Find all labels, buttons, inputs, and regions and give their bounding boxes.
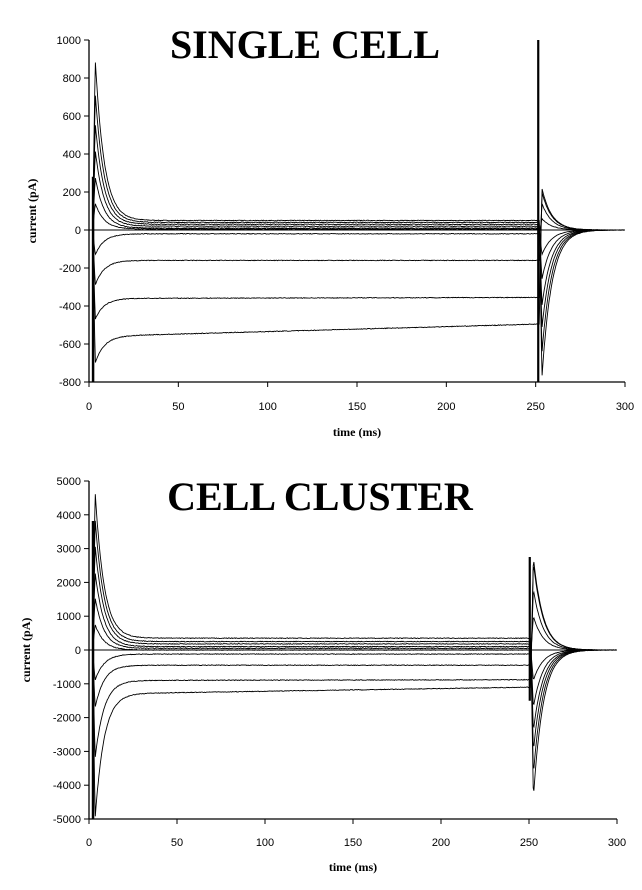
y-tick-label: -800: [59, 377, 81, 389]
x-tick-label: 0: [86, 401, 92, 413]
current-trace: [89, 192, 625, 320]
y-axis-label: current (pA): [25, 179, 39, 244]
x-tick-label: 150: [348, 401, 366, 413]
cell-cluster-chart: 500040003000200010000-1000-2000-3000-400…: [19, 474, 626, 874]
y-tick-label: 4000: [57, 510, 81, 522]
current-trace: [89, 203, 625, 257]
current-trace: [89, 573, 617, 729]
y-tick-label: 800: [63, 73, 81, 85]
chart-title: SINGLE CELL: [170, 22, 440, 67]
current-trace: [89, 203, 625, 285]
current-trace: [89, 178, 625, 279]
y-tick-label: 1000: [57, 611, 81, 623]
y-tick-label: -4000: [53, 780, 81, 792]
current-trace: [89, 95, 625, 352]
current-trace: [89, 188, 625, 363]
x-tick-label: 300: [616, 401, 634, 413]
current-trace: [89, 561, 617, 817]
y-tick-label: -2000: [53, 713, 81, 725]
y-tick-label: -3000: [53, 746, 81, 758]
current-trace: [89, 598, 617, 706]
current-trace: [89, 125, 625, 327]
x-tick-label: 150: [344, 837, 362, 849]
x-tick-label: 250: [526, 401, 544, 413]
current-trace: [89, 566, 617, 757]
y-tick-label: 2000: [57, 577, 81, 589]
current-trace: [89, 616, 617, 681]
x-tick-label: 100: [258, 401, 276, 413]
current-trace: [89, 494, 617, 791]
y-tick-label: 1000: [57, 35, 81, 47]
single-cell-chart: 1000 800 600 400 200 0 -200 -400 -600 -800 0 50 100 1…: [25, 22, 634, 439]
current-trace: [89, 590, 617, 707]
x-axis-label: time (ms): [329, 860, 377, 874]
y-tick-label: -200: [59, 263, 81, 275]
current-trace: [89, 624, 617, 680]
y-tick-label: 400: [63, 149, 81, 161]
x-axis-label: time (ms): [333, 425, 381, 439]
current-trace: [89, 217, 625, 256]
x-tick-label: 250: [520, 837, 538, 849]
x-tick-label: 300: [608, 837, 626, 849]
y-tick-label: -600: [59, 339, 81, 351]
x-tick-label: 0: [86, 837, 92, 849]
x-tick-label: 100: [256, 837, 274, 849]
y-tick-label: 3000: [57, 544, 81, 556]
y-axis-label: current (pA): [19, 618, 33, 683]
y-tick-label: 200: [63, 187, 81, 199]
current-trace: [89, 62, 625, 376]
y-tick-label: 5000: [57, 476, 81, 488]
current-trace: [89, 151, 625, 305]
current-trace: [89, 546, 617, 747]
x-tick-label: 50: [171, 837, 183, 849]
x-tick-label: 200: [432, 837, 450, 849]
current-trace: [89, 520, 617, 769]
y-tick-label: -1000: [53, 679, 81, 691]
y-tick-label: -400: [59, 301, 81, 313]
x-tick-label: 50: [172, 401, 184, 413]
chart-title: CELL CLUSTER: [167, 474, 474, 519]
y-tick-label: 600: [63, 111, 81, 123]
x-tick-label: 200: [437, 401, 455, 413]
y-tick-label: 0: [75, 645, 81, 657]
y-tick-label: -5000: [53, 814, 81, 826]
y-tick-label: 0: [75, 225, 81, 237]
